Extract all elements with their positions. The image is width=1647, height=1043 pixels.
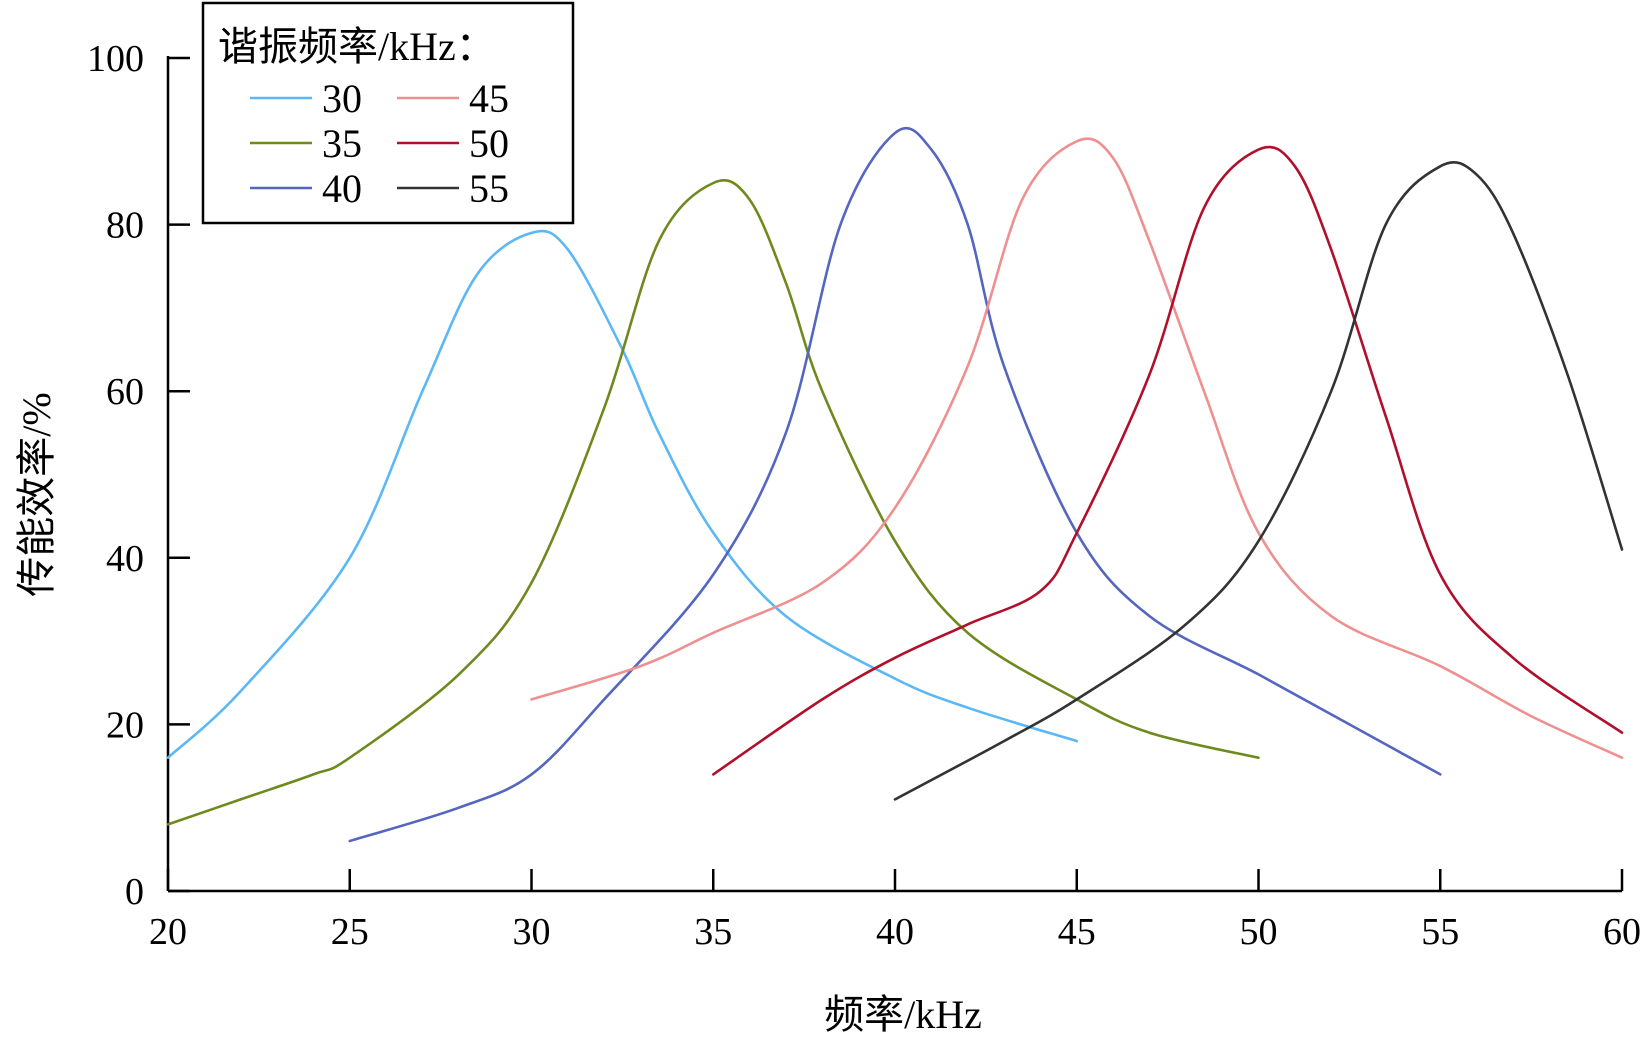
legend-label-40: 40 [322, 166, 362, 211]
legend-title: 谐振频率/kHz： [218, 24, 496, 69]
y-tick-label: 40 [106, 538, 144, 580]
x-tick-label: 60 [1603, 911, 1641, 953]
legend-box [201, 1, 575, 225]
x-axis-title: 频率/kHz [824, 992, 982, 1037]
x-tick-label: 25 [331, 911, 369, 953]
x-tick-label: 45 [1058, 911, 1096, 953]
legend-label-50: 50 [469, 121, 509, 166]
x-tick-label: 35 [694, 911, 732, 953]
y-axis-title: 传能效率/% [14, 392, 59, 596]
legend-label-30: 30 [322, 76, 362, 121]
x-tick-label: 55 [1421, 911, 1459, 953]
series-lines [166, 126, 1624, 843]
legend-label-45: 45 [469, 76, 509, 121]
series-line-40 [348, 126, 1442, 843]
y-ticks: 0 20 40 60 80 100 [87, 38, 190, 913]
series-line-30 [166, 229, 1079, 759]
series-line-55 [893, 161, 1624, 801]
y-tick-label: 20 [106, 704, 144, 746]
x-tick-label: 50 [1240, 911, 1278, 953]
x-tick-label: 40 [876, 911, 914, 953]
legend-label-35: 35 [322, 121, 362, 166]
legend-label-55: 55 [469, 166, 509, 211]
x-tick-label: 20 [149, 911, 187, 953]
y-tick-label: 80 [106, 205, 144, 247]
y-tick-label: 60 [106, 371, 144, 413]
series-line-50 [712, 145, 1624, 776]
series-line-45 [530, 137, 1624, 759]
y-tick-label: 100 [87, 38, 144, 80]
x-tick-label: 30 [513, 911, 551, 953]
y-tick-label: 0 [125, 871, 144, 913]
x-ticks: 20 25 30 35 40 45 50 55 60 [149, 869, 1641, 953]
series-line-35 [166, 179, 1260, 826]
